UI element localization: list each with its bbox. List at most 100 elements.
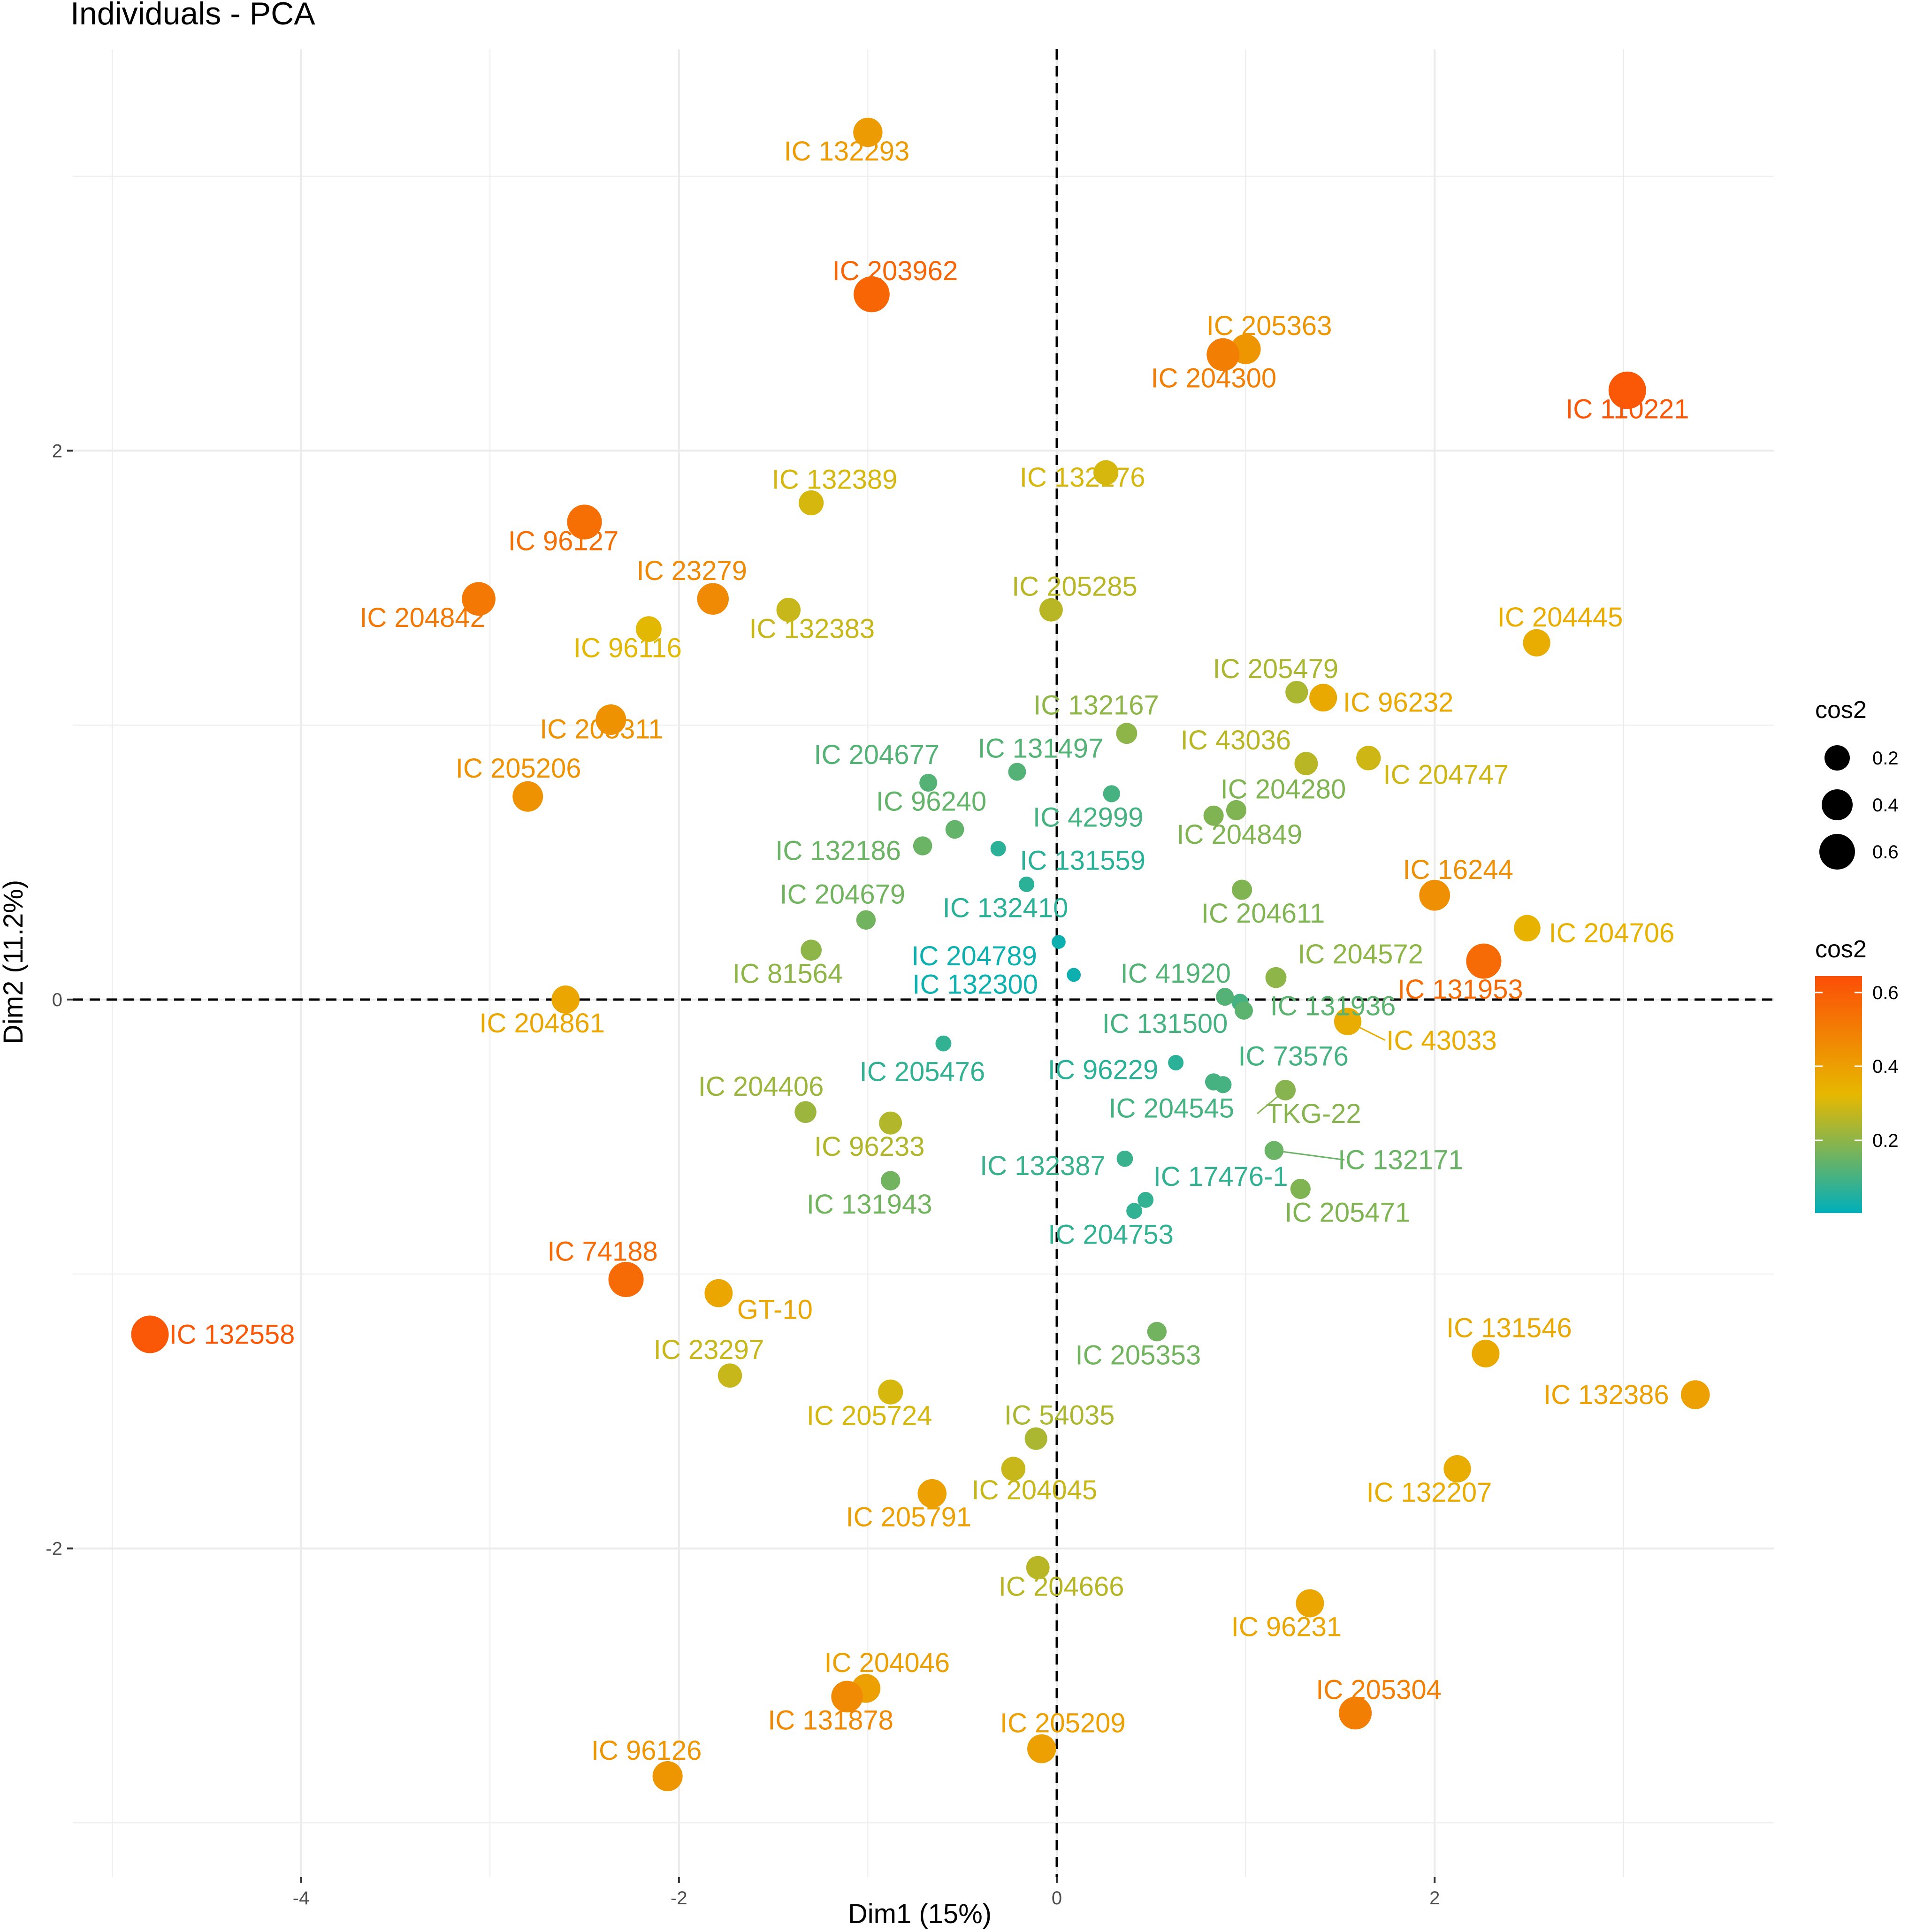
label-ic-132383: IC 132383	[749, 614, 875, 644]
label-ic-131546: IC 131546	[1446, 1313, 1572, 1343]
point-ic-132167	[1116, 723, 1137, 744]
x-tick-label--4: -4	[293, 1888, 310, 1909]
point-ic-204861	[551, 985, 580, 1014]
reference-lines	[73, 49, 1774, 1877]
point-ic-43033	[1334, 1008, 1362, 1035]
label-ic-131936: IC 131936	[1270, 991, 1396, 1021]
label-ic-132186: IC 132186	[775, 836, 901, 866]
point-ic-205353	[1147, 1321, 1167, 1342]
point-ic-204789	[1052, 935, 1066, 949]
point-ic-54035	[1024, 1427, 1047, 1450]
x-axis-title: Dim1 (15%)	[848, 1899, 992, 1929]
point-ic-132410	[1019, 876, 1035, 892]
point-ic-205304	[1339, 1696, 1372, 1730]
label-ic-205479: IC 205479	[1213, 654, 1338, 684]
label-ic-110221: IC 110221	[1565, 394, 1689, 425]
point-ic-204849	[1203, 805, 1224, 826]
x-tick-label-2: 2	[1429, 1888, 1440, 1909]
point-ic-205724	[878, 1379, 903, 1405]
point-ic-205311	[595, 704, 626, 735]
label-ic-23297: IC 23297	[654, 1335, 764, 1365]
point-ic-23297	[718, 1363, 742, 1388]
label-ic-74188: IC 74188	[547, 1236, 657, 1267]
label-ic-96229: IC 96229	[1048, 1055, 1158, 1085]
point-ic-132293	[853, 117, 883, 147]
y-tick-label-2: 2	[52, 441, 62, 461]
label-ic-42999: IC 42999	[1033, 802, 1143, 832]
label-ic-132167: IC 132167	[1033, 690, 1159, 721]
label-ic-131500: IC 131500	[1102, 1008, 1228, 1039]
label-ic-96116: IC 96116	[573, 633, 682, 664]
point-ic-96232	[1309, 684, 1337, 712]
label-ic-205724: IC 205724	[807, 1400, 932, 1431]
label-ic-204666: IC 204666	[999, 1572, 1124, 1602]
label-ic-204842: IC 204842	[359, 603, 485, 633]
point-ic-204706	[1514, 915, 1541, 942]
label-ic-205791: IC 205791	[846, 1502, 971, 1533]
label-ic-132410: IC 132410	[943, 893, 1069, 923]
label-ic-204706: IC 204706	[1549, 918, 1675, 948]
y-axis-title: Dim2 (11.2%)	[0, 880, 29, 1044]
legend-size-key-0.2	[1824, 745, 1850, 771]
label-ic-132207: IC 132207	[1366, 1477, 1492, 1508]
point-ic-131943	[880, 1171, 901, 1191]
point-ic-43036	[1294, 752, 1318, 775]
point-ic-205791	[917, 1479, 947, 1508]
label-ic-204679: IC 204679	[780, 879, 906, 909]
label-ic-204280: IC 204280	[1221, 774, 1346, 804]
legend-color-bar	[1815, 976, 1862, 1213]
point-ic-204842	[462, 582, 496, 616]
label-ic-131953: IC 131953	[1397, 974, 1523, 1005]
point-ic-132176	[1093, 460, 1119, 485]
x-tick-label--2: -2	[671, 1888, 687, 1909]
legend: cos2 0.2 0.4 0.6 cos2 0.6 0.4 0.2	[1815, 696, 1899, 1213]
point-ic-204280	[1226, 800, 1247, 821]
label-ic-43036: IC 43036	[1181, 725, 1291, 756]
label-ic-204406: IC 204406	[698, 1071, 824, 1102]
leader-ic-132171	[1274, 1150, 1345, 1161]
point-ic-204611	[1231, 879, 1252, 900]
point-ic-204406	[794, 1101, 817, 1123]
legend-size-label-0.6: 0.6	[1872, 842, 1899, 863]
point-ic-96116	[635, 616, 662, 642]
point-ic-204572	[1265, 967, 1287, 988]
point-ic-132186	[913, 836, 932, 855]
label-ic-204849: IC 204849	[1176, 819, 1302, 850]
point-ic-131559	[990, 840, 1006, 856]
legend-color-label-0.4: 0.4	[1872, 1056, 1899, 1077]
label-ic-16244: IC 16244	[1403, 855, 1513, 885]
point-ic-205476	[935, 1035, 952, 1052]
point-ic-204666	[1026, 1556, 1050, 1580]
label-ic-54035: IC 54035	[1004, 1400, 1114, 1431]
point-ic-205285	[1039, 598, 1063, 622]
label-ic-132386: IC 132386	[1543, 1380, 1669, 1410]
label-ic-205363: IC 205363	[1206, 311, 1332, 341]
label-ic-204677: IC 204677	[814, 740, 939, 770]
label-ic-205311: IC 205311	[540, 714, 663, 745]
point-ic-41920	[1216, 988, 1234, 1006]
label-ic-23279: IC 23279	[637, 556, 747, 586]
legend-color-label-0.6: 0.6	[1872, 983, 1899, 1003]
label-ic-205304: IC 205304	[1316, 1674, 1442, 1705]
point-ic-205471	[1290, 1178, 1311, 1199]
label-ic-96232: IC 96232	[1343, 687, 1453, 718]
label-ic-132176: IC 132176	[1020, 462, 1145, 493]
point-ic-110221	[1608, 371, 1646, 409]
label-tkg-22: TKG-22	[1266, 1099, 1361, 1129]
point-ic-132300	[1067, 968, 1081, 982]
label-ic-132387: IC 132387	[980, 1151, 1106, 1181]
label-ic-204861: IC 204861	[479, 1008, 605, 1039]
label-ic-131878: IC 131878	[768, 1705, 893, 1735]
y-tick-label--2: -2	[46, 1539, 62, 1559]
label-ic-205471: IC 205471	[1285, 1198, 1411, 1228]
point-ic-96231	[1296, 1589, 1324, 1618]
label-ic-131559: IC 131559	[1020, 845, 1145, 876]
point-ic-204677	[919, 773, 938, 792]
label-ic-204445: IC 204445	[1497, 602, 1623, 633]
point-ic-132387	[1116, 1150, 1133, 1167]
label-ic-73576: IC 73576	[1238, 1041, 1348, 1071]
point-ic-204045	[1001, 1457, 1026, 1481]
point-tkg-22	[1275, 1080, 1296, 1100]
label-ic-131497: IC 131497	[978, 733, 1104, 764]
